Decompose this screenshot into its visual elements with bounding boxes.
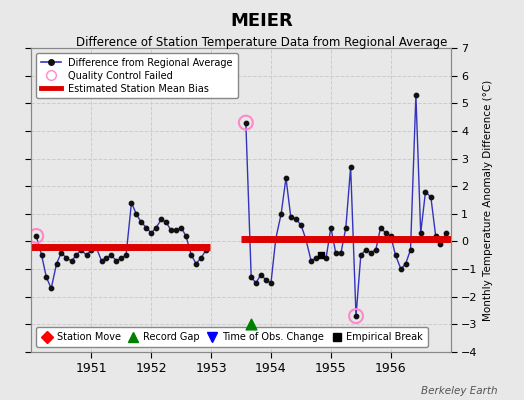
Point bbox=[346, 164, 355, 170]
Point bbox=[142, 224, 150, 231]
Point bbox=[431, 233, 440, 239]
Point bbox=[77, 246, 85, 253]
Point bbox=[117, 255, 125, 261]
Point bbox=[301, 236, 310, 242]
Point bbox=[87, 246, 95, 253]
Point bbox=[412, 92, 420, 98]
Point bbox=[152, 224, 160, 231]
Point bbox=[127, 200, 136, 206]
Point bbox=[182, 233, 190, 239]
Point bbox=[137, 219, 145, 225]
Point bbox=[352, 313, 360, 319]
Point bbox=[297, 222, 305, 228]
Point bbox=[42, 274, 51, 280]
Point bbox=[52, 260, 61, 267]
Point bbox=[312, 255, 320, 261]
Text: Difference of Station Temperature Data from Regional Average: Difference of Station Temperature Data f… bbox=[77, 36, 447, 49]
Point bbox=[92, 244, 100, 250]
Point bbox=[387, 233, 395, 239]
Point bbox=[401, 260, 410, 267]
Point bbox=[417, 230, 425, 236]
Point bbox=[192, 260, 200, 267]
Point bbox=[167, 227, 175, 234]
Point bbox=[436, 241, 445, 248]
Point bbox=[102, 255, 111, 261]
Point bbox=[147, 230, 156, 236]
Point bbox=[62, 255, 70, 261]
Point bbox=[257, 272, 265, 278]
Point bbox=[397, 266, 405, 272]
Point bbox=[172, 227, 181, 234]
Point bbox=[316, 252, 325, 258]
Point bbox=[107, 252, 115, 258]
Point bbox=[406, 246, 414, 253]
Point bbox=[326, 224, 335, 231]
Point bbox=[82, 252, 91, 258]
Point bbox=[68, 258, 76, 264]
Point bbox=[32, 233, 40, 239]
Point bbox=[292, 216, 300, 222]
Point bbox=[122, 252, 130, 258]
Point bbox=[376, 224, 385, 231]
Point bbox=[177, 224, 185, 231]
Point bbox=[316, 252, 325, 258]
Legend: Station Move, Record Gap, Time of Obs. Change, Empirical Break: Station Move, Record Gap, Time of Obs. C… bbox=[36, 328, 428, 347]
Point bbox=[32, 233, 40, 239]
Point bbox=[282, 175, 290, 181]
Point bbox=[37, 252, 46, 258]
Point bbox=[372, 246, 380, 253]
Point bbox=[97, 258, 106, 264]
Point bbox=[367, 249, 375, 256]
Point bbox=[242, 120, 250, 126]
Point bbox=[391, 252, 400, 258]
Text: Berkeley Earth: Berkeley Earth bbox=[421, 386, 498, 396]
Point bbox=[247, 274, 255, 280]
Point bbox=[57, 249, 66, 256]
Point bbox=[252, 280, 260, 286]
Point bbox=[337, 249, 345, 256]
Point bbox=[287, 213, 295, 220]
Point bbox=[442, 230, 450, 236]
Text: MEIER: MEIER bbox=[231, 12, 293, 30]
Point bbox=[427, 194, 435, 200]
Point bbox=[202, 246, 211, 253]
Point bbox=[196, 255, 205, 261]
Point bbox=[242, 120, 250, 126]
Point bbox=[421, 188, 430, 195]
Point bbox=[342, 224, 350, 231]
Point bbox=[247, 321, 255, 328]
Point bbox=[362, 246, 370, 253]
Point bbox=[112, 258, 121, 264]
Point bbox=[357, 252, 365, 258]
Point bbox=[157, 216, 166, 222]
Point bbox=[277, 211, 286, 217]
Point bbox=[132, 211, 140, 217]
Point bbox=[262, 277, 270, 283]
Point bbox=[187, 252, 195, 258]
Point bbox=[271, 236, 280, 242]
Point bbox=[267, 280, 275, 286]
Point bbox=[322, 255, 330, 261]
Point bbox=[72, 252, 81, 258]
Point bbox=[382, 230, 390, 236]
Point bbox=[47, 285, 56, 292]
Point bbox=[332, 249, 340, 256]
Point bbox=[162, 219, 170, 225]
Point bbox=[307, 258, 315, 264]
Point bbox=[352, 313, 360, 319]
Y-axis label: Monthly Temperature Anomaly Difference (°C): Monthly Temperature Anomaly Difference (… bbox=[483, 79, 493, 321]
